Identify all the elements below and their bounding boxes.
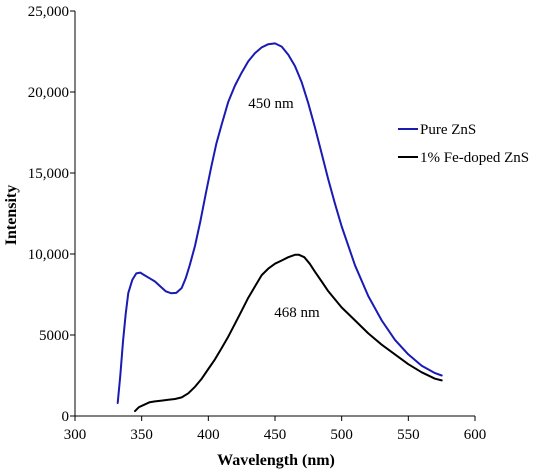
x-tick-label: 350 — [130, 427, 153, 443]
x-tick-label: 400 — [197, 427, 220, 443]
y-tick-label: 10,000 — [28, 247, 69, 263]
x-tick-label: 550 — [397, 427, 420, 443]
x-tick-label: 600 — [464, 427, 487, 443]
legend-label-pure-zns: Pure ZnS — [420, 122, 476, 138]
annotation-peak-468: 468 nm — [274, 305, 320, 321]
x-tick-label: 300 — [64, 427, 87, 443]
annotation-peak-450: 450 nm — [248, 96, 294, 112]
y-axis-title: Intensity — [3, 185, 20, 245]
x-tick-label: 500 — [330, 427, 353, 443]
series-line-fe-doped-zns — [134, 253, 443, 413]
x-tick-label: 450 — [264, 427, 287, 443]
series-line-pure-zns — [116, 42, 443, 404]
y-tick-label: 5000 — [39, 328, 69, 344]
plot-area — [116, 42, 443, 413]
y-tick-label: 20,000 — [28, 85, 69, 101]
axes: 0 5000 10,000 15,000 20,000 25,000 300 350 400 45… — [28, 4, 487, 443]
legend-label-fe-doped-zns: 1% Fe-doped ZnS — [420, 150, 529, 166]
y-tick-label: 0 — [62, 409, 70, 425]
legend: Pure ZnS 1% Fe-doped ZnS — [398, 122, 529, 166]
x-axis-title: Wavelength (nm) — [217, 452, 335, 469]
y-tick-label: 25,000 — [28, 4, 69, 20]
y-tick-label: 15,000 — [28, 166, 69, 182]
